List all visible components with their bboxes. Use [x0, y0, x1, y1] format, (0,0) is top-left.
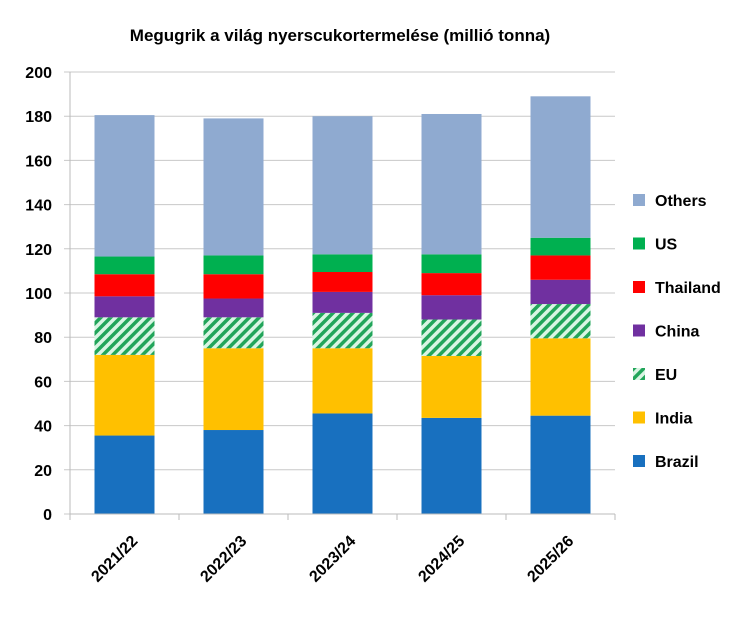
- bar-segment-others: [530, 96, 591, 238]
- bar-segment-eu: [94, 317, 155, 355]
- legend-swatch-china: [633, 324, 645, 337]
- legend-swatch-india: [633, 411, 645, 424]
- bar-segment-india: [94, 354, 155, 436]
- bar-segment-india: [530, 338, 591, 416]
- bar-segment-china: [530, 279, 591, 305]
- bar-segment-brazil: [312, 413, 373, 514]
- bar-segment-china: [203, 298, 264, 318]
- bar-segment-china: [94, 296, 155, 318]
- y-tick-label: 100: [25, 286, 52, 303]
- y-tick-label: 80: [34, 330, 52, 347]
- bar-segment-india: [421, 355, 482, 418]
- bar-segment-china: [421, 295, 482, 320]
- bar-segment-brazil: [530, 415, 591, 514]
- legend-label: India: [655, 411, 692, 428]
- legend-swatch-us: [633, 237, 645, 250]
- legend-swatch-others: [633, 194, 645, 206]
- bar-segment-others: [421, 113, 482, 255]
- y-tick-label: 0: [43, 507, 52, 524]
- legend-label: US: [655, 237, 678, 254]
- bar-segment-us: [94, 256, 155, 275]
- legend-label: China: [655, 324, 700, 341]
- y-tick-label: 180: [25, 109, 52, 126]
- x-tick-label: 2022/23: [197, 533, 250, 586]
- legend-swatch-thailand: [633, 281, 645, 293]
- y-tick-label: 60: [34, 374, 52, 391]
- y-tick-label: 20: [34, 463, 52, 480]
- bar-segment-us: [530, 237, 591, 256]
- bar-segment-brazil: [203, 430, 264, 514]
- legend-label: Thailand: [655, 280, 721, 297]
- bar-segment-thailand: [530, 255, 591, 280]
- bar-segment-thailand: [203, 274, 264, 299]
- y-tick-label: 200: [25, 65, 52, 82]
- legend-label: EU: [655, 367, 677, 384]
- x-tick-label: 2023/24: [306, 533, 359, 586]
- bar-segment-others: [203, 118, 264, 256]
- legend-label: Brazil: [655, 454, 699, 471]
- bar-segment-us: [421, 254, 482, 274]
- bar-segment-others: [312, 116, 373, 255]
- bar-segment-us: [203, 255, 264, 275]
- bar-segment-us: [312, 254, 373, 273]
- legend-swatch-brazil: [633, 455, 645, 467]
- bar-segment-india: [312, 348, 373, 414]
- y-tick-label: 140: [25, 198, 52, 215]
- bar-segment-india: [203, 348, 264, 431]
- y-tick-label: 160: [25, 153, 52, 170]
- y-tick-label: 40: [34, 419, 52, 436]
- bar-segment-thailand: [421, 273, 482, 296]
- bar-segment-others: [94, 115, 155, 257]
- x-tick-label: 2021/22: [88, 533, 141, 586]
- y-tick-label: 120: [25, 242, 52, 259]
- bar-segment-thailand: [312, 272, 373, 292]
- bar-segment-brazil: [94, 435, 155, 514]
- bar-segment-eu: [530, 304, 591, 339]
- bar-segment-china: [312, 291, 373, 313]
- bar-segment-eu: [203, 317, 264, 349]
- legend-label: Others: [655, 193, 707, 210]
- bar-segment-eu: [312, 312, 373, 349]
- bar-segment-brazil: [421, 417, 482, 514]
- x-tick-label: 2024/25: [415, 533, 468, 586]
- chart-title: Megugrik a világ nyerscukortermelése (mi…: [129, 26, 551, 45]
- legend-swatch-eu: [633, 368, 645, 380]
- bar-segment-thailand: [94, 274, 155, 297]
- bar-segment-eu: [421, 319, 482, 356]
- x-tick-label: 2025/26: [524, 533, 577, 586]
